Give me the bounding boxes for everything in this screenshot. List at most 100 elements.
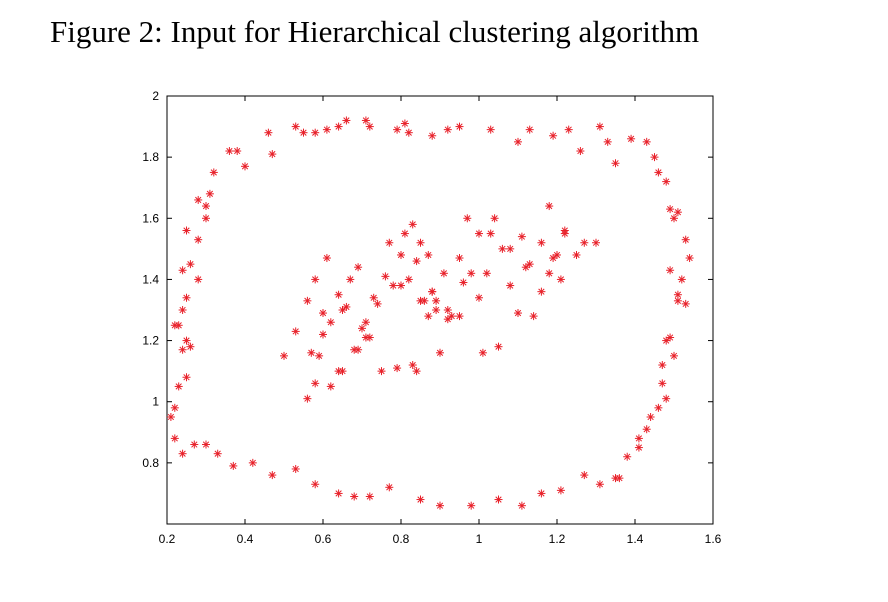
data-point xyxy=(303,296,312,305)
data-point xyxy=(455,312,464,321)
data-point xyxy=(443,315,452,324)
x-tick-label: 1.2 xyxy=(549,532,566,546)
data-point xyxy=(432,296,441,305)
data-point xyxy=(311,480,320,489)
data-point xyxy=(311,128,320,137)
data-point xyxy=(576,147,585,156)
data-point xyxy=(662,394,671,403)
data-point xyxy=(393,364,402,373)
data-point xyxy=(412,367,421,376)
data-point xyxy=(178,449,187,458)
data-point xyxy=(560,229,569,238)
data-points xyxy=(166,116,694,510)
data-point xyxy=(186,342,195,351)
data-point xyxy=(381,272,390,281)
data-point xyxy=(463,214,472,223)
data-point xyxy=(170,434,179,443)
data-point xyxy=(354,345,363,354)
data-point xyxy=(642,425,651,434)
data-point xyxy=(365,492,374,501)
data-point xyxy=(455,254,464,263)
y-tick-label: 0.8 xyxy=(142,456,159,470)
data-point xyxy=(662,177,671,186)
data-point xyxy=(677,275,686,284)
data-point xyxy=(627,134,636,143)
data-point xyxy=(525,125,534,134)
data-point xyxy=(478,348,487,357)
data-point xyxy=(322,125,331,134)
data-point xyxy=(467,501,476,510)
data-point xyxy=(521,263,530,272)
data-point xyxy=(646,413,655,421)
data-point xyxy=(408,361,417,370)
data-point xyxy=(233,147,242,156)
data-point xyxy=(436,348,444,357)
x-tick-label: 0.2 xyxy=(159,532,176,546)
data-point xyxy=(428,287,437,296)
data-point xyxy=(268,471,277,480)
data-point xyxy=(186,260,195,269)
data-point xyxy=(529,312,538,321)
data-point xyxy=(311,379,320,388)
data-point xyxy=(685,254,694,263)
data-point xyxy=(439,269,448,278)
data-point xyxy=(213,449,222,458)
data-point xyxy=(182,226,191,235)
data-point xyxy=(248,458,257,467)
data-point xyxy=(241,162,249,171)
plot-frame xyxy=(166,95,714,525)
data-point xyxy=(666,205,675,214)
y-tick-label: 1 xyxy=(152,395,159,409)
data-point xyxy=(475,229,483,238)
data-point xyxy=(334,367,343,376)
data-point xyxy=(443,125,452,134)
data-point xyxy=(482,269,491,278)
data-point xyxy=(397,250,405,259)
data-point xyxy=(506,281,515,290)
data-point xyxy=(334,122,343,131)
data-point xyxy=(209,168,218,177)
data-point xyxy=(428,131,437,140)
axis-tick-labels: 0.2 0.4 0.6 0.8 1 1.2 1.4 1.6 0.8 1 1.2 1.4 1.6 1.8 2 xyxy=(142,89,721,546)
data-point xyxy=(190,440,199,449)
data-point xyxy=(291,464,300,473)
data-point xyxy=(342,116,351,125)
data-point xyxy=(572,250,581,259)
data-point xyxy=(342,302,351,311)
data-point xyxy=(654,403,663,412)
data-point xyxy=(202,214,210,223)
data-point xyxy=(670,351,678,360)
data-point xyxy=(194,235,203,244)
data-point xyxy=(670,214,678,223)
data-point xyxy=(662,336,671,345)
data-point xyxy=(654,168,663,177)
data-point xyxy=(634,443,643,452)
x-tick-label: 0.4 xyxy=(237,532,254,546)
data-point xyxy=(264,128,273,137)
data-point xyxy=(494,342,503,351)
data-point xyxy=(202,202,210,211)
data-point xyxy=(514,309,522,318)
data-point xyxy=(549,254,558,263)
figure-caption: Figure 2: Input for Hierarchical cluster… xyxy=(50,14,700,49)
data-point xyxy=(459,278,468,287)
data-point xyxy=(498,244,507,253)
data-point xyxy=(319,330,327,339)
data-point xyxy=(494,495,503,504)
data-point xyxy=(549,131,558,140)
data-point xyxy=(658,361,667,370)
data-point xyxy=(202,440,210,449)
x-tick-label: 0.8 xyxy=(393,532,410,546)
data-point xyxy=(377,367,386,376)
data-point xyxy=(350,492,359,501)
data-point xyxy=(666,266,675,275)
data-point xyxy=(424,250,433,259)
x-tick-label: 0.6 xyxy=(315,532,332,546)
data-point xyxy=(475,293,483,302)
data-point xyxy=(303,394,312,403)
data-point xyxy=(658,379,667,388)
data-point xyxy=(514,137,522,146)
data-point xyxy=(416,238,425,247)
data-point xyxy=(393,125,402,134)
data-point xyxy=(182,373,191,382)
